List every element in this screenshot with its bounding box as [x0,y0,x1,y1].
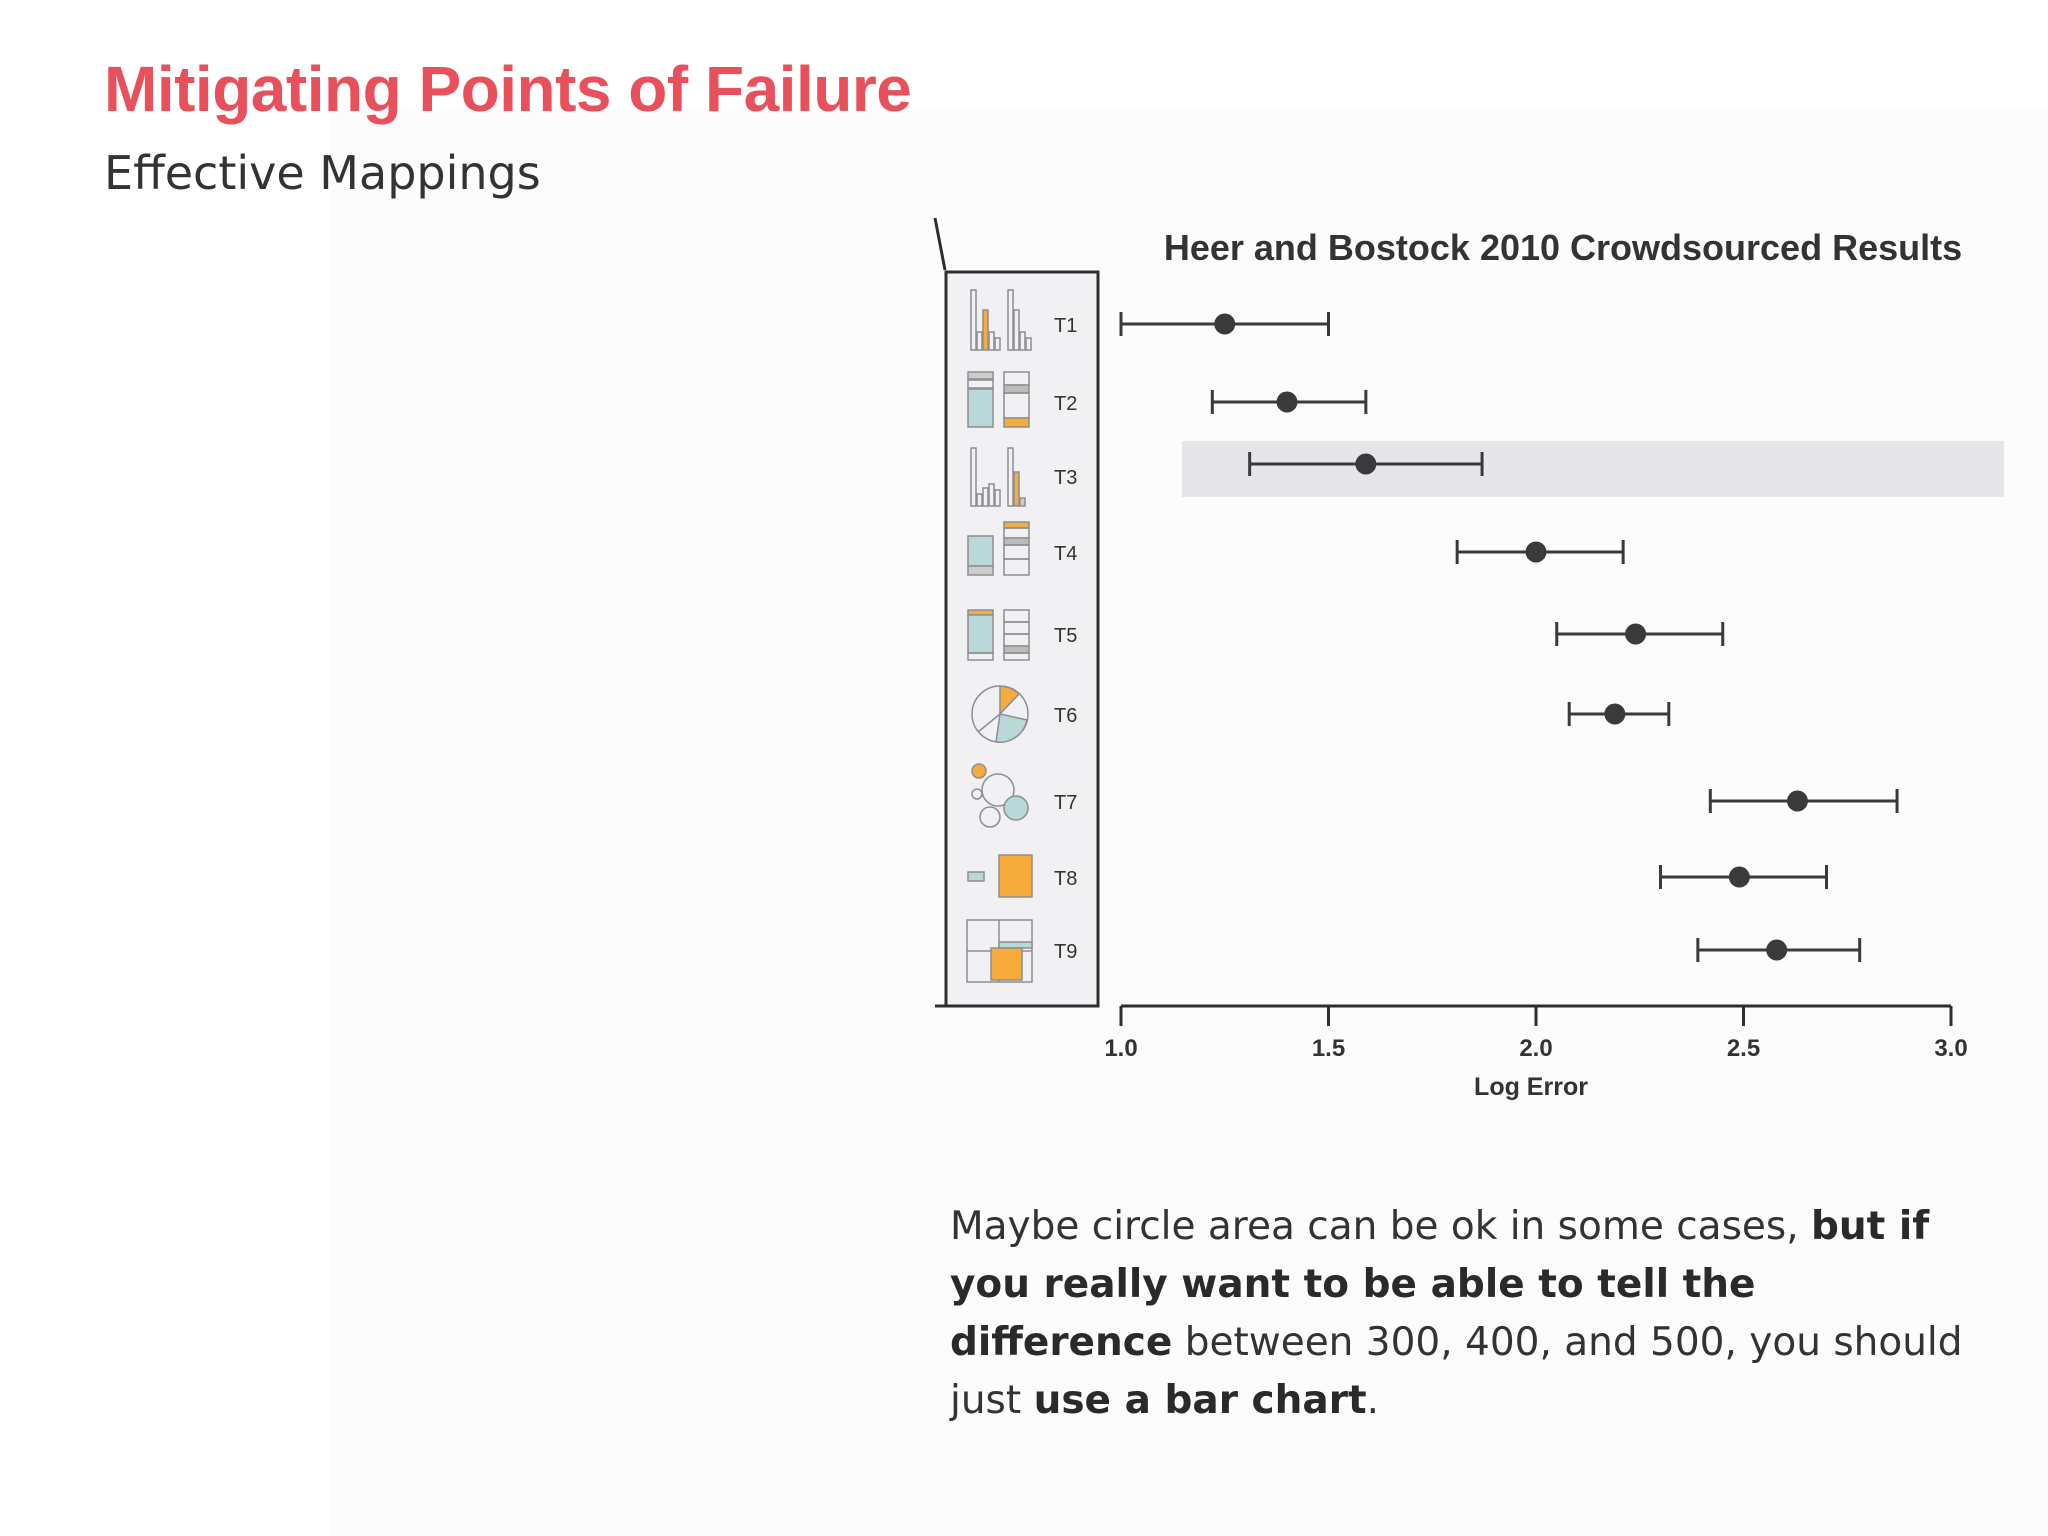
error-bar-t3 [1248,452,1484,476]
thumbnail-t3 [970,447,1026,507]
thumbnail-t1 [970,289,1032,351]
thumbnail-t6 [971,685,1029,743]
mean-point-t2 [1276,391,1298,413]
error-bar-t1 [1119,312,1330,336]
x-axis-label: Log Error [1474,1073,1588,1101]
category-label-t8: T8 [1054,868,1077,890]
mean-point-t3 [1355,453,1377,475]
thumbnail-t4 [967,521,1030,576]
thumbnail-t9 [966,919,1033,983]
category-label-t9: T9 [1054,941,1077,963]
slide-title: Mitigating Points of Failure [104,53,912,125]
x-tick-label-1.5: 1.5 [1312,1035,1345,1062]
mean-point-t8 [1728,866,1750,888]
error-bar-t7 [1708,789,1899,813]
mean-point-t4 [1525,541,1547,563]
caption-text-3: . [1366,1378,1379,1423]
chart-title: Heer and Bostock 2010 Crowdsourced Resul… [1164,227,1962,268]
error-bar-t2 [1210,390,1368,414]
error-bar-t6 [1567,702,1671,726]
x-tick-label-3.0: 3.0 [1934,1035,1967,1062]
category-label-t5: T5 [1054,625,1077,647]
category-label-t6: T6 [1054,705,1077,727]
mean-point-t7 [1786,790,1808,812]
error-bar-t9 [1696,938,1862,962]
category-label-t2: T2 [1054,393,1077,415]
thumbnail-t5 [967,609,1030,661]
category-label-t7: T7 [1054,792,1077,814]
error-bar-t8 [1659,865,1828,889]
slide-subtitle: Effective Mappings [104,146,541,200]
caption-text-2: between 300, 400, and 500, you should ju… [950,1320,1963,1423]
error-bar-t4 [1455,540,1625,564]
highlight-band-t3 [1182,441,2004,497]
x-tick-label-1.0: 1.0 [1104,1035,1137,1062]
category-label-t3: T3 [1054,467,1077,489]
mean-point-t5 [1625,623,1647,645]
caption-text-1: Maybe circle area can be ok in some case… [950,1204,1811,1249]
thumbnail-t7 [971,763,1029,828]
thumbnail-t2 [967,371,1030,428]
slide-caption: Maybe circle area can be ok in some case… [950,1198,1970,1430]
mean-point-t6 [1604,703,1626,725]
thumbnail-t8 [967,854,1033,898]
caption-bold-1: but if you really want to be able to tel… [950,1204,1930,1365]
error-bar-t5 [1555,622,1725,646]
slide-background [330,110,2048,1536]
mean-point-t9 [1766,939,1788,961]
x-tick-label-2.5: 2.5 [1727,1035,1760,1062]
category-label-t4: T4 [1054,543,1077,565]
category-label-t1: T1 [1054,315,1077,337]
caption-bold-2: use a bar chart [1033,1378,1367,1423]
x-tick-label-2.0: 2.0 [1519,1035,1552,1062]
mean-point-t1 [1214,313,1236,335]
